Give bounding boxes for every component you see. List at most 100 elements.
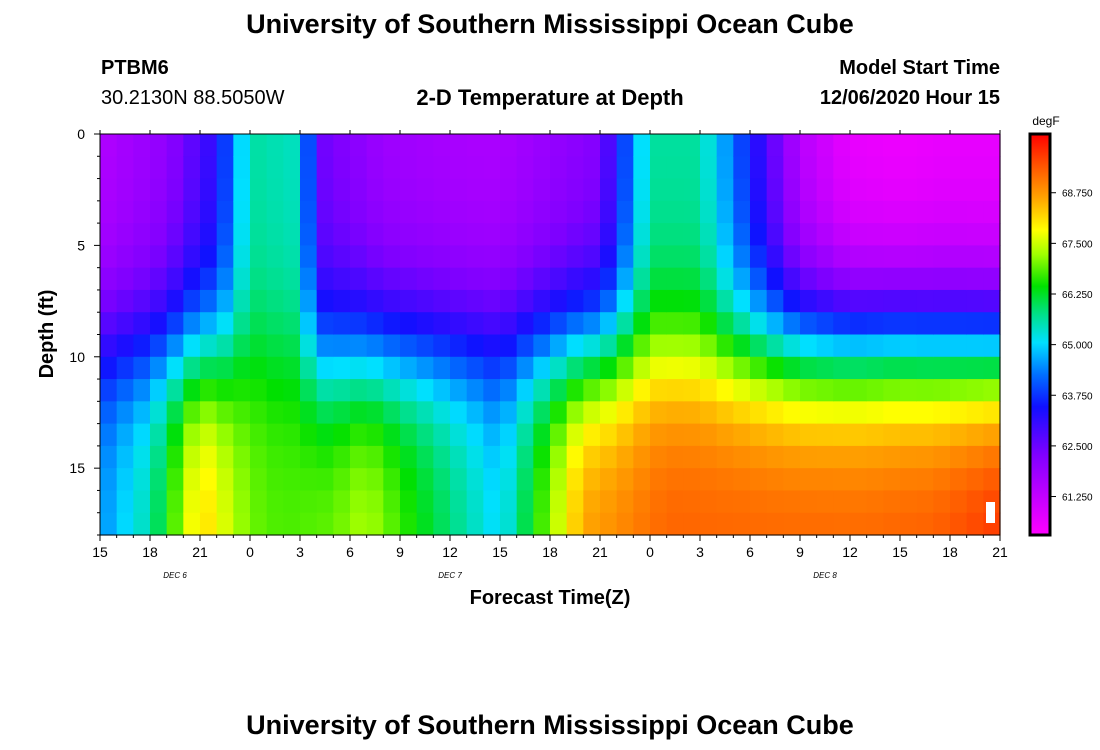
heatmap-cell bbox=[683, 379, 701, 402]
heatmap-cell bbox=[383, 468, 401, 492]
heatmap-cell bbox=[583, 490, 601, 514]
heatmap-cell bbox=[683, 223, 701, 246]
heatmap-cell bbox=[933, 223, 951, 246]
heatmap-cell bbox=[116, 245, 134, 269]
heatmap-cell bbox=[650, 490, 668, 514]
heatmap-cell bbox=[150, 334, 168, 358]
heatmap-cell bbox=[783, 156, 801, 180]
heatmap-cell bbox=[133, 223, 151, 246]
heatmap-cell bbox=[783, 178, 801, 202]
heatmap-cell bbox=[916, 178, 934, 202]
heatmap-cell bbox=[933, 468, 951, 492]
heatmap-cell bbox=[166, 445, 184, 469]
heatmap-cell bbox=[400, 490, 418, 514]
heatmap-cell bbox=[733, 267, 751, 291]
heatmap-cell bbox=[100, 267, 118, 291]
heatmap-cell bbox=[850, 423, 868, 447]
heatmap-cell bbox=[566, 401, 584, 425]
heatmap-cell bbox=[733, 200, 751, 224]
heatmap-cell bbox=[816, 356, 834, 380]
heatmap-cell bbox=[166, 289, 184, 313]
heatmap-cell bbox=[516, 468, 534, 492]
heatmap-cell bbox=[266, 445, 284, 469]
heatmap-cell bbox=[866, 200, 884, 224]
heatmap-cell bbox=[516, 267, 534, 291]
heatmap-cell bbox=[816, 512, 834, 536]
heatmap-cell bbox=[400, 200, 418, 224]
heatmap-cell bbox=[633, 267, 651, 291]
heatmap-cell bbox=[616, 401, 634, 425]
heatmap-cell bbox=[366, 178, 384, 202]
heatmap-cell bbox=[633, 356, 651, 380]
heatmap-cell bbox=[216, 178, 234, 202]
heatmap-cell bbox=[816, 200, 834, 224]
heatmap-cell bbox=[850, 356, 868, 380]
heatmap-cell bbox=[400, 423, 418, 447]
heatmap-cell bbox=[416, 356, 434, 380]
heatmap-cell bbox=[750, 200, 768, 224]
heatmap-cell bbox=[550, 356, 568, 380]
heatmap-cell bbox=[350, 178, 368, 202]
heatmap-cell bbox=[316, 312, 334, 336]
heatmap-cell bbox=[400, 445, 418, 469]
heatmap-cell bbox=[350, 379, 368, 402]
heatmap-cell bbox=[950, 423, 968, 447]
heatmap-cell bbox=[333, 267, 351, 291]
heatmap-cell bbox=[483, 468, 501, 492]
heatmap-cell bbox=[666, 289, 684, 313]
heatmap-cell bbox=[683, 200, 701, 224]
heatmap-cell bbox=[783, 401, 801, 425]
heatmap-cell bbox=[700, 423, 718, 447]
heatmap-cell bbox=[183, 379, 201, 402]
heatmap-cell bbox=[150, 312, 168, 336]
heatmap-cell bbox=[216, 267, 234, 291]
heatmap-cell bbox=[750, 156, 768, 180]
heatmap-cell bbox=[633, 134, 651, 157]
heatmap-cell bbox=[966, 223, 984, 246]
heatmap-cell bbox=[416, 156, 434, 180]
heatmap-cell bbox=[183, 423, 201, 447]
heatmap-cell bbox=[316, 490, 334, 514]
heatmap-cell bbox=[733, 312, 751, 336]
heatmap-cell bbox=[933, 289, 951, 313]
heatmap-cell bbox=[800, 200, 818, 224]
heatmap-cell bbox=[350, 334, 368, 358]
heatmap-cell bbox=[116, 512, 134, 536]
heatmap-cell bbox=[750, 312, 768, 336]
heatmap-cell bbox=[266, 178, 284, 202]
heatmap-cell bbox=[250, 267, 268, 291]
heatmap-cell bbox=[250, 245, 268, 269]
heatmap-cell bbox=[983, 200, 1001, 224]
heatmap-cell bbox=[166, 512, 184, 536]
heatmap-cell bbox=[566, 267, 584, 291]
heatmap-cell bbox=[850, 223, 868, 246]
heatmap-cell bbox=[666, 512, 684, 536]
heatmap-cell bbox=[866, 245, 884, 269]
heatmap-cell bbox=[116, 312, 134, 336]
heatmap-cell bbox=[100, 200, 118, 224]
heatmap-cell bbox=[283, 267, 301, 291]
heatmap-cell bbox=[683, 356, 701, 380]
heatmap-cell bbox=[550, 200, 568, 224]
heatmap-cell bbox=[416, 223, 434, 246]
x-tick-label: 21 bbox=[592, 544, 608, 560]
heatmap-cell bbox=[400, 289, 418, 313]
heatmap-cell bbox=[133, 468, 151, 492]
heatmap-cell bbox=[350, 512, 368, 536]
heatmap-cell bbox=[283, 379, 301, 402]
heatmap-cell bbox=[716, 356, 734, 380]
heatmap-cell bbox=[533, 423, 551, 447]
heatmap-cell bbox=[450, 312, 468, 336]
heatmap-cell bbox=[916, 490, 934, 514]
heatmap-cell bbox=[483, 156, 501, 180]
x-tick-label: 15 bbox=[892, 544, 908, 560]
heatmap-cell bbox=[133, 267, 151, 291]
heatmap-cell bbox=[566, 512, 584, 536]
heatmap-cell bbox=[450, 178, 468, 202]
heatmap-cell bbox=[516, 312, 534, 336]
heatmap-cell bbox=[316, 267, 334, 291]
heatmap-cell bbox=[133, 289, 151, 313]
heatmap-cell bbox=[316, 134, 334, 157]
heatmap-cell bbox=[683, 468, 701, 492]
heatmap-cell bbox=[333, 512, 351, 536]
